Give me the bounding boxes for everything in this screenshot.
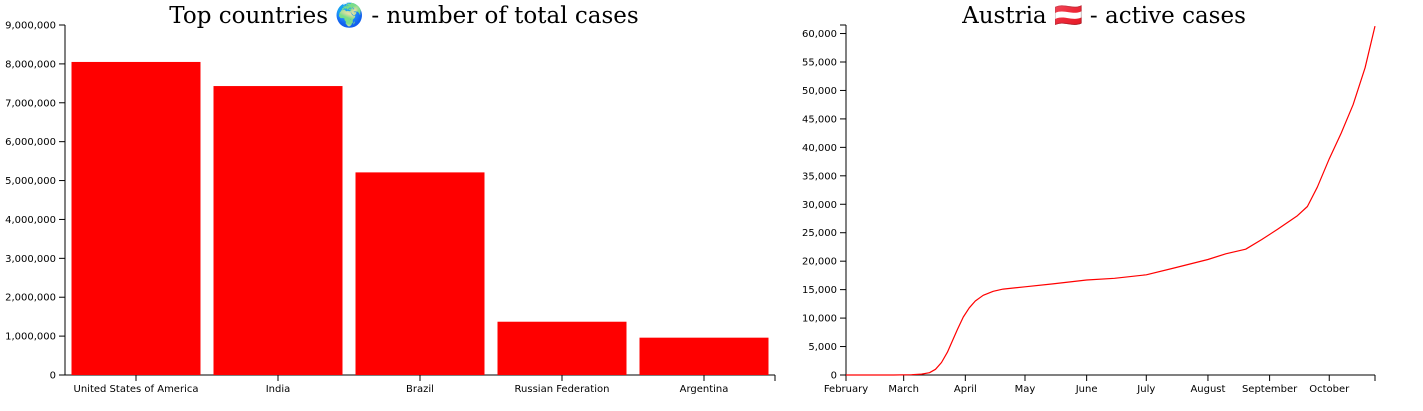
y-tick-label: 6,000,000 — [5, 137, 56, 148]
y-tick-label: 50,000 — [802, 86, 837, 97]
bar — [497, 321, 627, 375]
x-tick-label: United States of America — [74, 384, 199, 395]
series-line-active-cases — [846, 25, 1376, 376]
y-tick-label: 2,000,000 — [5, 293, 56, 304]
y-tick-label: 1,000,000 — [5, 332, 56, 343]
x-tick-label: India — [266, 384, 291, 395]
x-tick-label: Russian Federation — [515, 384, 610, 395]
y-tick-label: 0 — [831, 371, 837, 382]
y-tick-label: 10,000 — [802, 314, 837, 325]
bar — [639, 337, 769, 375]
x-tick-label: February — [824, 384, 868, 395]
x-tick-label: October — [1309, 384, 1350, 395]
bar — [355, 172, 485, 375]
y-tick-label: 3,000,000 — [5, 254, 56, 265]
line-plot-area: 0 5,000 10,000 15,000 20,000 25,000 30,000 35,0… — [802, 24, 1376, 395]
y-tick-label: 7,000,000 — [5, 98, 56, 109]
y-tick-label: 35,000 — [802, 171, 837, 182]
y-tick-label: 25,000 — [802, 228, 837, 239]
y-tick-label: 40,000 — [802, 143, 837, 154]
y-tick-label: 30,000 — [802, 200, 837, 211]
x-tick-label: July — [1136, 384, 1155, 395]
y-tick-label: 45,000 — [802, 114, 837, 125]
x-tick-label: April — [954, 384, 977, 395]
y-tick-label: 8,000,000 — [5, 59, 56, 70]
x-tick-label: Brazil — [406, 384, 434, 395]
y-tick-label: 15,000 — [802, 285, 837, 296]
bar — [71, 61, 201, 375]
chart-title-top-countries: Top countries 🌍 - number of total cases — [169, 3, 639, 29]
x-tick-label: August — [1190, 384, 1225, 395]
x-tick-label: June — [1075, 384, 1098, 395]
y-tick-label: 60,000 — [802, 29, 837, 40]
y-tick-label: 5,000,000 — [5, 176, 56, 187]
x-tick-label: September — [1242, 384, 1298, 395]
x-tick-label: March — [888, 384, 918, 395]
bar — [213, 86, 343, 376]
y-tick-label: 55,000 — [802, 57, 837, 68]
y-tick-label: 20,000 — [802, 257, 837, 268]
x-tick-label: May — [1015, 384, 1036, 395]
x-tick-label: Argentina — [680, 384, 729, 395]
y-tick-label: 5,000 — [808, 342, 837, 353]
y-tick-label: 0 — [50, 371, 56, 382]
bar-plot-area: 0 1,000,000 2,000,000 3,000,000 4,000,000 5,0… — [5, 21, 776, 395]
y-tick-label: 9,000,000 — [5, 21, 56, 32]
chart-title-austria: Austria 🇦🇹 - active cases — [962, 3, 1246, 29]
y-tick-label: 4,000,000 — [5, 215, 56, 226]
